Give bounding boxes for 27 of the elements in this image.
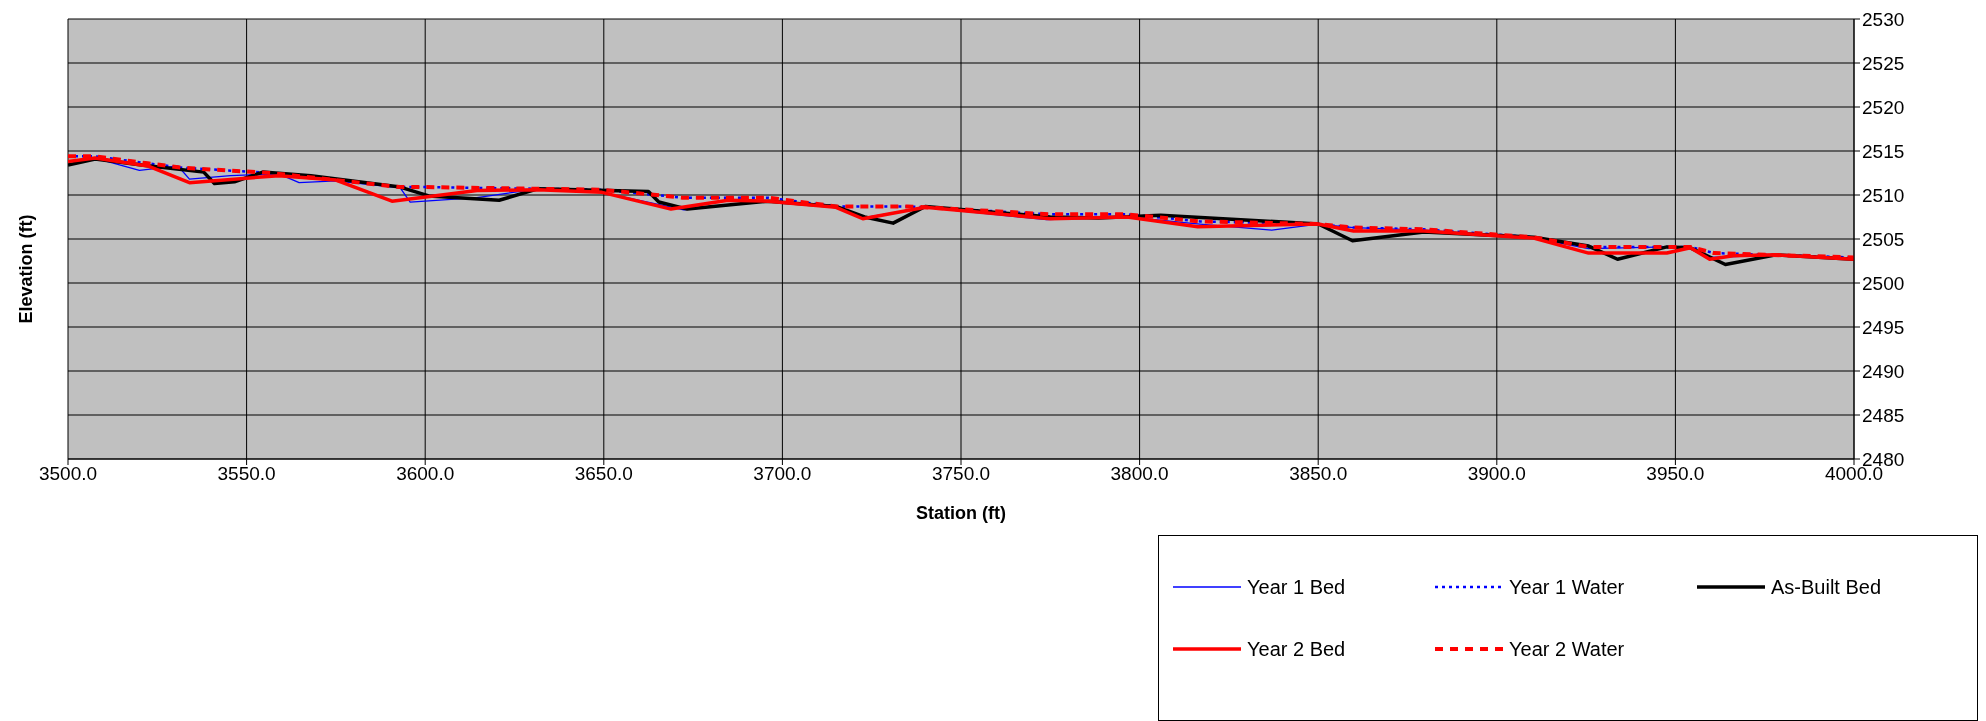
y-tick-label: 2530 <box>1862 8 1905 30</box>
x-tick-label: 3850.0 <box>1289 463 1348 485</box>
x-axis-title: Station (ft) <box>916 503 1006 523</box>
y-tick-label: 2515 <box>1862 140 1905 162</box>
legend-label: Year 2 Water <box>1509 637 1625 661</box>
y-tick-label: 2490 <box>1862 360 1905 382</box>
y-tick-label: 2525 <box>1862 52 1905 74</box>
y-tick-label: 2510 <box>1862 184 1905 206</box>
legend-label: Year 1 Water <box>1509 575 1625 599</box>
x-tick-label: 3550.0 <box>217 463 276 485</box>
x-tick-label: 3500.0 <box>38 463 98 485</box>
y-tick-label: 2500 <box>1862 272 1905 294</box>
y-tick-label: 2520 <box>1862 96 1905 118</box>
x-tick-label: 3650.0 <box>574 463 633 485</box>
y-tick-label: 2485 <box>1862 404 1905 426</box>
x-tick-label: 3950.0 <box>1646 463 1705 485</box>
y-tick-label: 2505 <box>1862 228 1905 250</box>
legend-label: Year 2 Bed <box>1247 637 1346 661</box>
legend-label: As-Built Bed <box>1771 575 1882 599</box>
x-tick-label: 3750.0 <box>931 463 991 485</box>
y-tick-label: 2495 <box>1862 316 1905 338</box>
x-tick-label: 3900.0 <box>1467 463 1526 485</box>
x-tick-label: 3800.0 <box>1110 463 1169 485</box>
x-tick-label: 3600.0 <box>396 463 455 485</box>
y-axis-title: Elevation (ft) <box>16 214 36 324</box>
x-tick-label: 3700.0 <box>753 463 812 485</box>
legend-label: Year 1 Bed <box>1247 575 1346 599</box>
